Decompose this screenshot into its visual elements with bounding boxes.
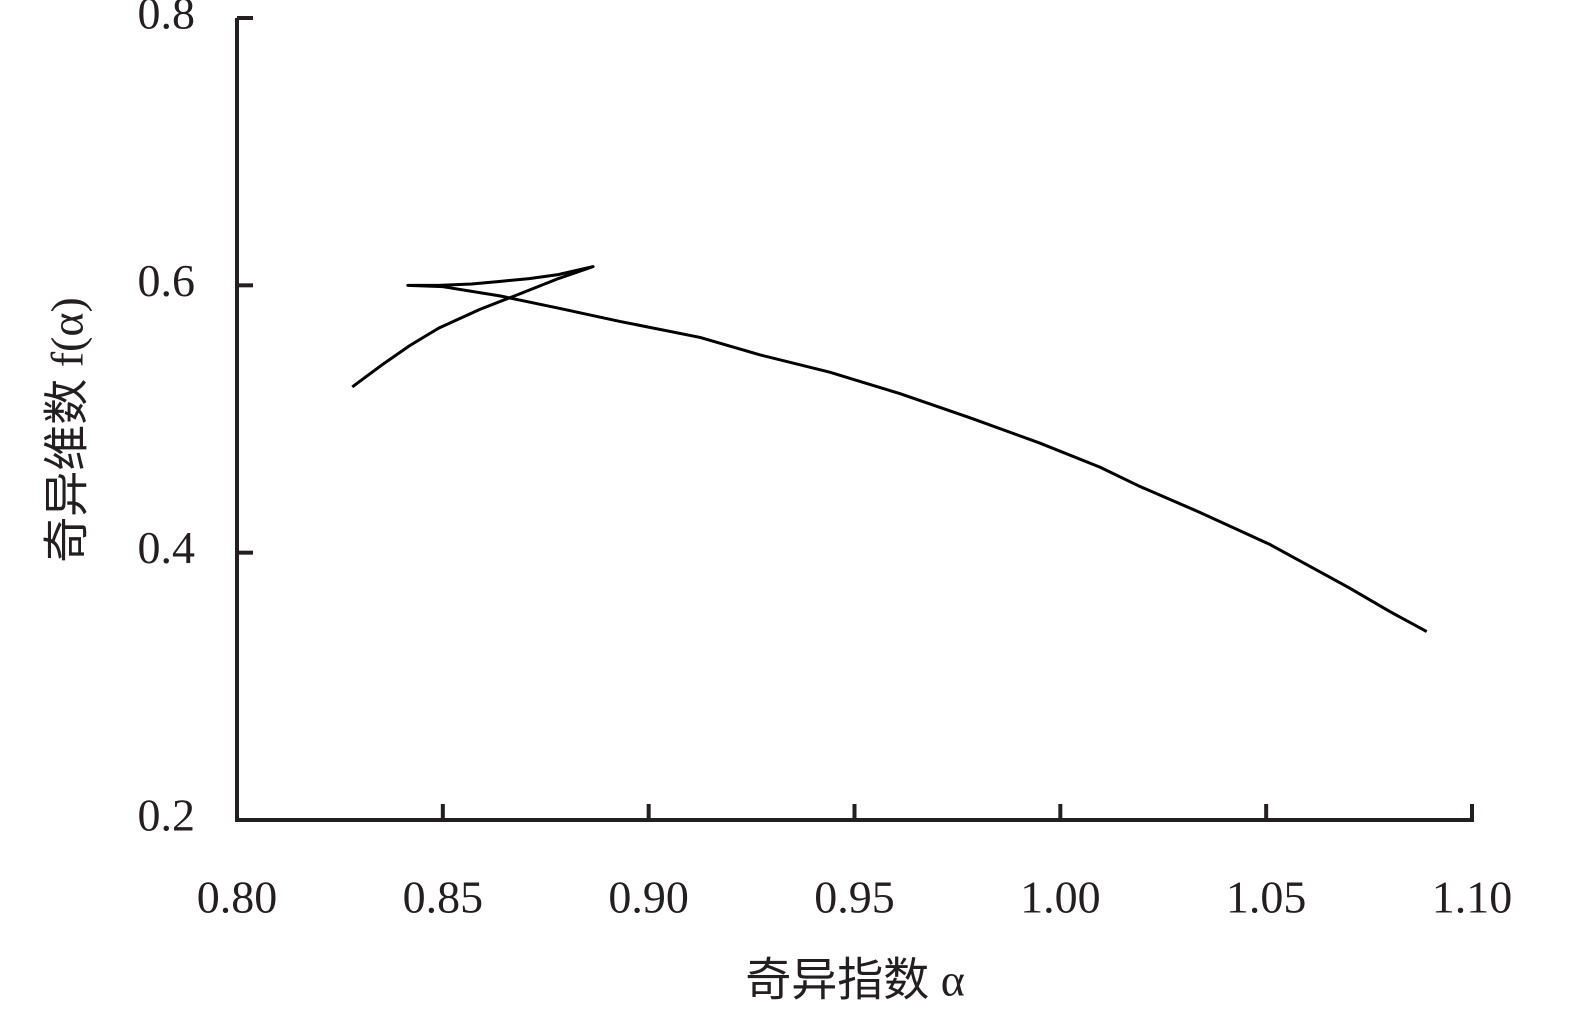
y-axis-label: 奇异维数 f(α) (42, 297, 93, 563)
x-tick-label: 0.80 (197, 872, 278, 923)
x-tick-label: 0.85 (403, 872, 484, 923)
y-tick-label: 0.4 (138, 522, 196, 573)
x-tick-label: 0.95 (814, 872, 895, 923)
y-tick-label: 0.2 (138, 790, 196, 841)
y-tick-label: 0.8 (138, 0, 196, 39)
y-tick-label: 0.6 (138, 255, 196, 306)
data-line (351, 265, 1428, 633)
x-tick-label: 1.00 (1020, 872, 1101, 923)
x-tick-label: 0.90 (608, 872, 689, 923)
x-axis-label: 奇异指数 α (745, 955, 965, 1006)
x-tick-label: 1.10 (1432, 872, 1513, 923)
x-tick-label: 1.05 (1226, 872, 1307, 923)
